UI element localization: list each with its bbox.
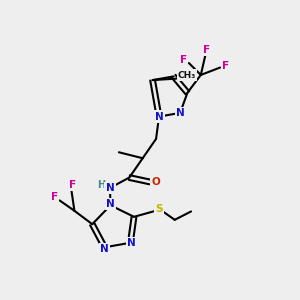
Text: N: N (128, 238, 136, 248)
Text: O: O (151, 177, 160, 187)
Text: F: F (51, 192, 58, 203)
Text: S: S (155, 204, 163, 214)
Text: N: N (106, 199, 115, 209)
Text: H: H (98, 180, 106, 190)
Text: F: F (222, 61, 229, 71)
Text: N: N (106, 183, 114, 193)
Text: CH₃: CH₃ (178, 70, 196, 80)
Text: N: N (100, 244, 109, 254)
Text: N: N (155, 112, 164, 122)
Text: F: F (180, 55, 187, 65)
Text: F: F (69, 180, 76, 190)
Text: N: N (176, 108, 184, 118)
Text: F: F (203, 45, 210, 55)
